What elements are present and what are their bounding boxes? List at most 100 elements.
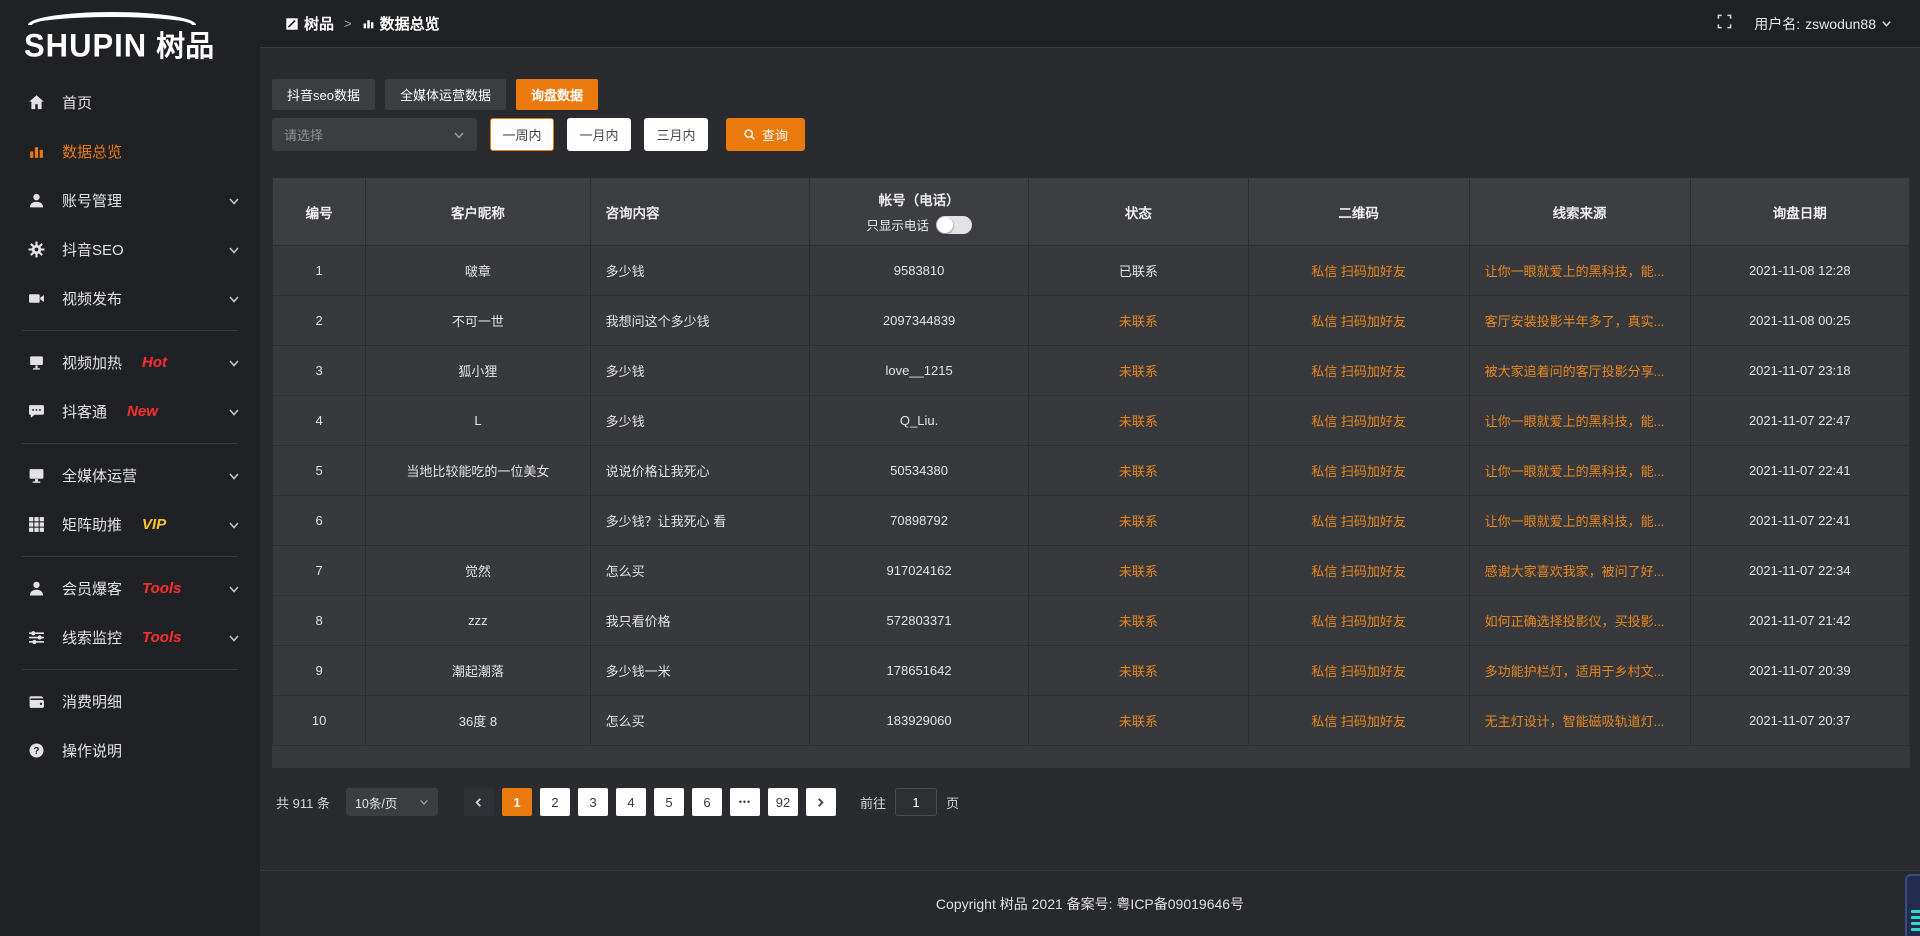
phone-only-toggle[interactable] [935, 215, 972, 234]
qrcode-link[interactable]: 私信 扫码加好友 [1247, 545, 1470, 596]
source-link[interactable]: 让你一眼就爱上的黑科技，能... [1468, 495, 1691, 546]
sidebar-item-matrix-boost[interactable]: 矩阵助推 VIP [0, 500, 260, 549]
tab-inquiry-data[interactable]: 询盘数据 [515, 79, 598, 110]
sidebar-item-label: 线索监控 [62, 630, 123, 647]
more-pages-button[interactable]: ••• [729, 788, 760, 816]
tab-omnimedia-data[interactable]: 全媒体运营数据 [384, 79, 506, 110]
content-cell: 说说价格让我死心 [589, 445, 810, 496]
table-row: 2 不可一世 我想问这个多少钱 2097344839 未联系 私信 扫码加好友 … [271, 295, 1911, 346]
chevron-down-icon [454, 132, 464, 139]
sidebar-item-douyin-seo[interactable]: 抖音SEO [0, 225, 260, 274]
nickname-cell: 36度 8 [365, 695, 591, 746]
person-icon [27, 580, 45, 598]
status-cell: 未联系 [1028, 445, 1249, 496]
goto-page-input[interactable] [894, 788, 937, 816]
source-link[interactable]: 感谢大家喜欢我家，被问了好... [1468, 545, 1691, 596]
copyright-text: Copyright 树品 2021 备案号: 粤ICP备09019646号 [935, 895, 1245, 912]
source-link[interactable]: 让你一眼就爱上的黑科技，能... [1468, 395, 1691, 446]
page-button-4[interactable]: 4 [615, 788, 646, 816]
page-button-2[interactable]: 2 [539, 788, 570, 816]
id-cell: 5 [271, 445, 367, 496]
qrcode-link[interactable]: 私信 扫码加好友 [1247, 695, 1470, 746]
page-button-5[interactable]: 5 [653, 788, 684, 816]
chevron-down-icon [228, 519, 240, 531]
range-week-button[interactable]: 一周内 [490, 118, 554, 151]
qrcode-link[interactable]: 私信 扫码加好友 [1247, 295, 1470, 346]
sidebar-item-omnimedia[interactable]: 全媒体运营 [0, 451, 260, 500]
sidebar-item-consumption-detail[interactable]: 消费明细 [0, 677, 260, 726]
id-cell: 1 [271, 245, 367, 296]
qrcode-link[interactable]: 私信 扫码加好友 [1247, 595, 1470, 646]
sidebar-item-lead-monitor[interactable]: 线索监控 Tools [0, 613, 260, 662]
inquiry-table: 编号 客户昵称 咨询内容 帐号（电话） 只显示电话 状态 二维码 线索来源 [271, 177, 1911, 768]
breadcrumb-app[interactable]: 树品 [304, 16, 335, 33]
brand-icon [285, 17, 299, 31]
filter-row: 请选择 一周内 一月内 三月内 查询 [272, 118, 1910, 151]
source-link[interactable]: 客厅安装投影半年多了，真实... [1468, 295, 1691, 346]
sidebar-item-instructions[interactable]: ? 操作说明 [0, 726, 260, 775]
source-link[interactable]: 被大家追着问的客厅投影分享... [1468, 345, 1691, 396]
nickname-cell: 觉然 [365, 545, 591, 596]
content: 抖音seo数据 全媒体运营数据 询盘数据 请选择 一周内 一月内 三月内 查询 [260, 48, 1920, 870]
chat-bubble-icon [27, 403, 45, 421]
floating-widget[interactable] [1905, 874, 1920, 936]
sidebar-item-video-heat[interactable]: 视频加热 Hot [0, 338, 260, 387]
source-link[interactable]: 如何正确选择投影仪，买投影... [1468, 595, 1691, 646]
source-link[interactable]: 让你一眼就爱上的黑科技，能... [1468, 245, 1691, 296]
qrcode-link[interactable]: 私信 扫码加好友 [1247, 645, 1470, 696]
page-button-1[interactable]: 1 [501, 788, 532, 816]
id-cell: 7 [271, 545, 367, 596]
tab-douyin-seo-data[interactable]: 抖音seo数据 [272, 79, 375, 110]
page-button-3[interactable]: 3 [577, 788, 608, 816]
account-select[interactable]: 请选择 [272, 118, 477, 151]
chevron-down-icon [420, 799, 428, 806]
sidebar-item-label: 操作说明 [62, 743, 123, 760]
content-cell: 多少钱 [589, 395, 810, 446]
page-size-value: 10条/页 [354, 796, 398, 811]
fullscreen-icon[interactable] [1717, 14, 1732, 34]
page-button-92[interactable]: 92 [767, 788, 798, 816]
sidebar-item-account-mgmt[interactable]: 账号管理 [0, 176, 260, 225]
gear-icon [27, 241, 45, 259]
source-link[interactable]: 无主灯设计，智能磁吸轨道灯... [1468, 695, 1691, 746]
home-icon [27, 94, 45, 112]
table-row: 8 zzz 我只看价格 572803371 未联系 私信 扫码加好友 如何正确选… [271, 595, 1911, 646]
video-camera-icon [27, 290, 45, 308]
source-link[interactable]: 让你一眼就爱上的黑科技，能... [1468, 445, 1691, 496]
chevron-down-icon [228, 406, 240, 418]
monitor-icon [27, 467, 45, 485]
qrcode-link[interactable]: 私信 扫码加好友 [1247, 345, 1470, 396]
qrcode-link[interactable]: 私信 扫码加好友 [1247, 395, 1470, 446]
sidebar-item-home[interactable]: 首页 [0, 78, 260, 127]
next-page-button[interactable] [805, 788, 836, 816]
sidebar-divider [22, 443, 238, 444]
table-row: 7 觉然 怎么买 917024162 未联系 私信 扫码加好友 感谢大家喜欢我家… [271, 545, 1911, 596]
sidebar-item-video-publish[interactable]: 视频发布 [0, 274, 260, 323]
app-logo: SHUPIN 树品 [0, 0, 260, 64]
sidebar-item-data-overview[interactable]: 数据总览 [0, 127, 260, 176]
qrcode-link[interactable]: 私信 扫码加好友 [1247, 445, 1470, 496]
page-button-6[interactable]: 6 [691, 788, 722, 816]
prev-page-button[interactable] [463, 788, 494, 816]
content-cell: 怎么买 [589, 545, 810, 596]
content-cell: 多少钱？让我死心 看 [589, 495, 810, 546]
query-button[interactable]: 查询 [726, 118, 806, 151]
status-cell: 未联系 [1028, 295, 1249, 346]
range-month-button[interactable]: 一月内 [567, 118, 631, 151]
id-cell: 2 [271, 295, 367, 346]
sidebar-item-member-baoke[interactable]: 会员爆客 Tools [0, 564, 260, 613]
sidebar-menu: 首页 数据总览 账号管理 抖音SEO 视频发布 视频加热 Hot [0, 62, 260, 775]
qrcode-link[interactable]: 私信 扫码加好友 [1247, 495, 1470, 546]
user-menu[interactable]: 用户名: zswodun88 [1754, 14, 1892, 34]
col-header-account: 帐号（电话） 只显示电话 [808, 177, 1030, 246]
sidebar-divider [22, 556, 238, 557]
range-quarter-button[interactable]: 三月内 [644, 118, 708, 151]
col-header-source: 线索来源 [1468, 177, 1691, 246]
nickname-cell: 狐小狸 [365, 345, 591, 396]
col-header-status: 状态 [1028, 177, 1249, 246]
sidebar-item-douketong[interactable]: 抖客通 New [0, 387, 260, 436]
source-link[interactable]: 多功能护栏灯，适用于乡村文... [1468, 645, 1691, 696]
page-size-select[interactable]: 10条/页 [345, 788, 438, 816]
qrcode-link[interactable]: 私信 扫码加好友 [1247, 245, 1470, 296]
data-tabs: 抖音seo数据 全媒体运营数据 询盘数据 [272, 79, 1910, 110]
